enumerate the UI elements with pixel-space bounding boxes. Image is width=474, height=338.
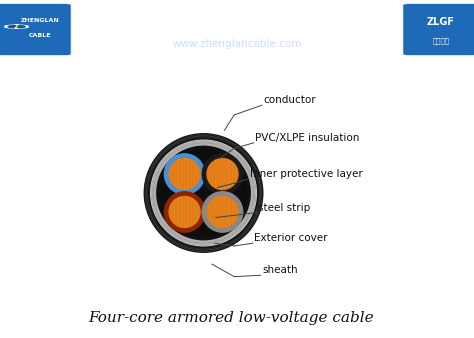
Text: ZLGF: ZLGF bbox=[427, 18, 455, 27]
Text: CABLE: CABLE bbox=[29, 33, 52, 38]
FancyBboxPatch shape bbox=[0, 3, 71, 56]
Circle shape bbox=[164, 191, 206, 233]
Text: 知德股份: 知德股份 bbox=[432, 37, 449, 44]
Text: PVC/XLPE insulation: PVC/XLPE insulation bbox=[255, 133, 359, 143]
Text: steel strip: steel strip bbox=[258, 202, 310, 213]
Circle shape bbox=[168, 158, 201, 190]
Circle shape bbox=[156, 146, 251, 240]
Circle shape bbox=[206, 158, 239, 190]
Circle shape bbox=[159, 149, 247, 237]
Text: Exterior cover: Exterior cover bbox=[254, 233, 328, 243]
Text: conductor: conductor bbox=[264, 95, 316, 105]
Circle shape bbox=[153, 142, 254, 244]
Circle shape bbox=[5, 25, 28, 28]
FancyBboxPatch shape bbox=[403, 3, 474, 56]
Text: Z: Z bbox=[14, 24, 19, 30]
Text: sheath: sheath bbox=[262, 265, 298, 275]
Circle shape bbox=[150, 140, 257, 246]
Circle shape bbox=[201, 191, 244, 233]
Text: www.zhenglancable.com: www.zhenglancable.com bbox=[173, 39, 301, 49]
Circle shape bbox=[164, 153, 206, 195]
Circle shape bbox=[168, 196, 201, 228]
Text: Zhenglan Cable Technology Co., Ltd: Zhenglan Cable Technology Co., Ltd bbox=[75, 11, 399, 26]
Circle shape bbox=[206, 196, 239, 228]
Circle shape bbox=[201, 153, 244, 195]
Text: Four-core armored low-voltage cable: Four-core armored low-voltage cable bbox=[89, 312, 374, 325]
Text: ZHENGLAN: ZHENGLAN bbox=[21, 18, 60, 23]
Circle shape bbox=[8, 26, 25, 28]
Text: Inner protective layer: Inner protective layer bbox=[249, 169, 362, 179]
Circle shape bbox=[144, 133, 264, 253]
